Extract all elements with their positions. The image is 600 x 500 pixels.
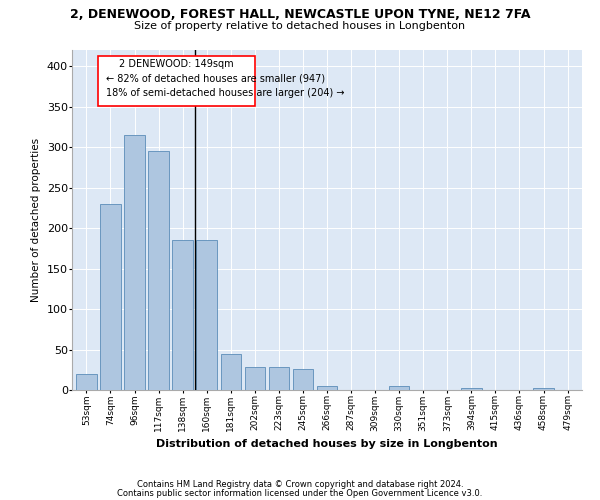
Bar [245,368,265,390]
Bar [461,388,482,390]
Bar [100,204,121,390]
Bar [148,151,169,390]
Bar [172,240,193,390]
X-axis label: Distribution of detached houses by size in Longbenton: Distribution of detached houses by size … [156,439,498,449]
Bar [76,374,97,390]
Y-axis label: Number of detached properties: Number of detached properties [31,138,41,302]
Bar [124,135,145,390]
Text: Contains HM Land Registry data © Crown copyright and database right 2024.: Contains HM Land Registry data © Crown c… [137,480,463,489]
Bar [293,369,313,390]
Text: 18% of semi-detached houses are larger (204) →: 18% of semi-detached houses are larger (… [106,88,344,98]
Text: Contains public sector information licensed under the Open Government Licence v3: Contains public sector information licen… [118,488,482,498]
Bar [317,386,337,390]
Text: 2, DENEWOOD, FOREST HALL, NEWCASTLE UPON TYNE, NE12 7FA: 2, DENEWOOD, FOREST HALL, NEWCASTLE UPON… [70,8,530,20]
Text: Size of property relative to detached houses in Longbenton: Size of property relative to detached ho… [134,21,466,31]
FancyBboxPatch shape [98,56,255,106]
Text: 2 DENEWOOD: 149sqm: 2 DENEWOOD: 149sqm [119,59,234,69]
Bar [269,368,289,390]
Bar [389,386,409,390]
Text: ← 82% of detached houses are smaller (947): ← 82% of detached houses are smaller (94… [106,74,325,84]
Bar [196,240,217,390]
Bar [221,354,241,390]
Bar [533,388,554,390]
